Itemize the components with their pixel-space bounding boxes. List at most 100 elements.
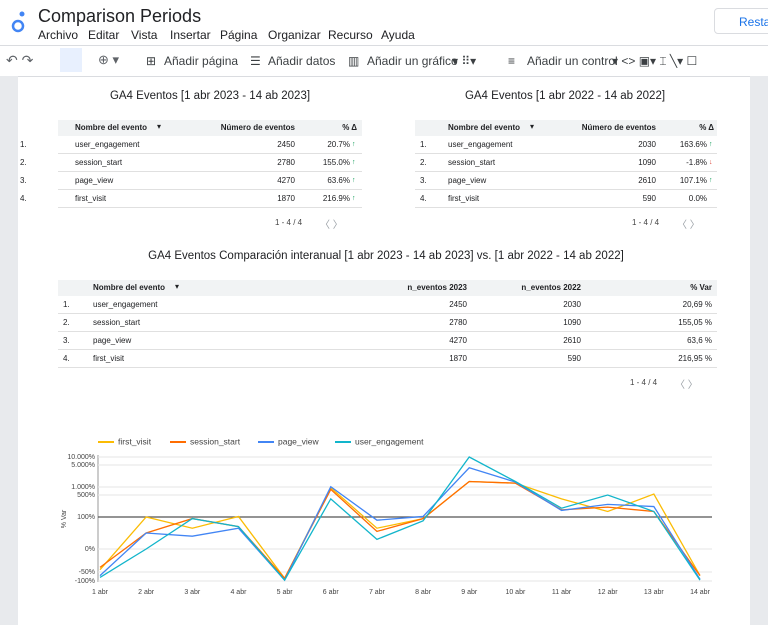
row-divider [415, 207, 717, 208]
add-chart[interactable]: Añadir un gráfico [367, 54, 458, 68]
page-nav[interactable]: 〈 〉 [675, 380, 698, 391]
add-control[interactable]: Añadir un control [527, 54, 618, 68]
sort-icon: ▾ [175, 282, 180, 291]
dropdown-icons: ▾ ⠿▾ [452, 54, 477, 68]
column-header[interactable]: % Var [690, 283, 712, 292]
x-tick-label: 8 abr [415, 589, 432, 596]
pagination: 1 - 4 / 4 [630, 378, 658, 387]
table-cell: 2. [20, 158, 27, 167]
table-cell: page_view [75, 176, 114, 185]
menu-item[interactable]: Editar [88, 28, 120, 42]
column-header[interactable]: Nombre del evento [448, 123, 521, 132]
column-header[interactable]: % Δ [699, 123, 714, 132]
table-cell: 107.1% [679, 176, 707, 185]
table-cell: user_engagement [75, 140, 140, 149]
zoom[interactable]: ⊕ ▾ [98, 52, 120, 67]
header [0, 0, 768, 44]
trend-arrow: ↑ [709, 177, 713, 184]
x-tick-label: 14 abr [690, 589, 711, 596]
sort-icon: ▾ [530, 122, 535, 131]
x-tick-label: 9 abr [461, 589, 478, 596]
y-tick-label: 100% [77, 514, 95, 521]
y-tick-label: 0% [85, 546, 95, 553]
menu-item[interactable]: Página [220, 28, 258, 42]
table-cell: 2450 [277, 140, 295, 149]
table-cell: 590 [642, 194, 656, 203]
table-cell: 216,95 % [678, 354, 712, 363]
table-cell: 1870 [449, 354, 467, 363]
add-data[interactable]: Añadir datos [268, 54, 336, 68]
table-cell: user_engagement [93, 300, 158, 309]
table-cell: session_start [93, 318, 141, 327]
menu-item[interactable]: Vista [131, 28, 158, 42]
add-page-icon: ⊞ [146, 54, 157, 68]
column-header[interactable]: Número de eventos [581, 123, 656, 132]
table-cell: 2780 [449, 318, 467, 327]
menu-item[interactable]: Recurso [328, 28, 373, 42]
menu-item[interactable]: Insertar [170, 28, 211, 42]
row-divider [58, 207, 362, 208]
row-divider [58, 331, 717, 332]
add-control-icon: ≡ [508, 54, 516, 68]
column-header[interactable]: Nombre del evento [93, 283, 166, 292]
x-tick-label: 13 abr [644, 589, 665, 596]
column-header[interactable]: % Δ [342, 123, 357, 132]
more-tools[interactable]: ▾ <> ▣▾ ⌶ ╲▾ ☐ [612, 54, 698, 68]
x-tick-label: 5 abr [277, 589, 294, 596]
table-cell: first_visit [93, 354, 125, 363]
x-tick-label: 1 abr [92, 589, 109, 596]
table-cell: -1.8% [686, 158, 707, 167]
column-header[interactable]: Número de eventos [220, 123, 295, 132]
table-cell: 63,6 % [687, 336, 712, 345]
table-cell: 2450 [449, 300, 467, 309]
table-cell: 216.9% [322, 194, 350, 203]
menu-item[interactable]: Organizar [268, 28, 321, 42]
add-chart-icon: ▥ [348, 54, 360, 68]
x-tick-label: 11 abr [552, 589, 572, 596]
table-cell: 2030 [638, 140, 656, 149]
page-nav[interactable]: 〈 〉 [320, 220, 343, 231]
row-divider [415, 153, 717, 154]
canvas-margin [750, 76, 768, 625]
trend-arrow: ↑ [352, 177, 356, 184]
table-cell: first_visit [75, 194, 107, 203]
trend-arrow: ↑ [352, 195, 356, 202]
menu-item[interactable]: Archivo [38, 28, 79, 42]
menu-item[interactable]: Ayuda [381, 28, 415, 42]
column-header[interactable]: n_eventos 2023 [407, 283, 467, 292]
row-divider [58, 153, 362, 154]
x-tick-label: 7 abr [369, 589, 386, 596]
series-line [99, 480, 701, 580]
add-page[interactable]: Añadir página [164, 54, 239, 68]
table-cell: 1. [63, 300, 70, 309]
y-axis-label: % Var [61, 509, 68, 528]
table-cell: 63.6% [327, 176, 350, 185]
undo-redo[interactable]: ↶ ↷ [6, 52, 34, 68]
canvas-margin [0, 76, 18, 625]
column-header[interactable]: n_eventos 2022 [521, 283, 581, 292]
x-tick-label: 12 abr [598, 589, 619, 596]
reset-button[interactable]: Resta [714, 8, 768, 34]
select-tool[interactable] [60, 48, 82, 72]
row-divider [415, 171, 717, 172]
trend-arrow: ↓ [709, 159, 713, 166]
table-cell: 2780 [277, 158, 295, 167]
table-cell: 155.0% [322, 158, 350, 167]
table-cell: 1. [420, 140, 427, 149]
legend-label: page_view [278, 436, 320, 446]
report-title[interactable]: Comparison Periods [38, 6, 202, 26]
table-title: GA4 Eventos Comparación interanual [1 ab… [148, 250, 624, 262]
table-cell: page_view [93, 336, 132, 345]
table-title: GA4 Eventos [1 abr 2022 - 14 ab 2022] [464, 90, 666, 102]
table-cell: user_engagement [448, 140, 513, 149]
row-divider [58, 367, 717, 368]
page-nav[interactable]: 〈 〉 [677, 220, 700, 231]
column-header[interactable]: Nombre del evento [75, 123, 148, 132]
table-cell: session_start [75, 158, 123, 167]
legend-label: first_visit [118, 436, 152, 446]
table-cell: 2610 [638, 176, 656, 185]
table-cell: 0.0% [688, 194, 707, 203]
row-divider [58, 171, 362, 172]
table-cell: page_view [448, 176, 487, 185]
